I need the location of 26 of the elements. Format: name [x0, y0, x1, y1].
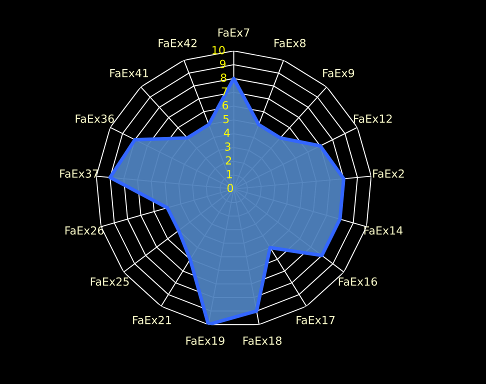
y-tick-label: 3	[225, 142, 230, 151]
y-tick-label: 4	[224, 128, 230, 137]
spoke-label: FaEx9	[323, 68, 354, 78]
y-tick-label: 1	[227, 170, 232, 178]
spoke-label: FaEx7	[218, 28, 250, 37]
spoke-label: FaEx2	[373, 169, 404, 178]
spoke-label: FaEx19	[186, 336, 224, 345]
spoke-label: FaEx26	[65, 226, 104, 235]
y-tick-label: 2	[226, 156, 231, 164]
spoke-label: FaEx17	[296, 316, 335, 324]
spoke-label: FaEx14	[364, 226, 403, 235]
spoke-label: FaEx16	[338, 277, 378, 286]
spoke-label: FaEx18	[243, 336, 282, 345]
y-tick-label: 0	[227, 184, 234, 192]
spoke-label: FaEx21	[133, 316, 171, 324]
y-tick-label: 9	[220, 60, 226, 68]
y-tick-label: 8	[220, 74, 226, 82]
spoke-label: FaEx25	[90, 277, 129, 286]
spoke-label: FaEx42	[158, 38, 196, 48]
y-tick-label: 10	[212, 46, 225, 54]
spoke-label: FaEx36	[76, 114, 114, 123]
y-tick-label: 6	[222, 101, 228, 110]
y-tick-label: 5	[223, 115, 229, 124]
spoke-label: FaEx41	[110, 69, 148, 78]
spoke-label: FaEx8	[274, 38, 306, 48]
spoke-label: FaEx12	[354, 114, 392, 123]
